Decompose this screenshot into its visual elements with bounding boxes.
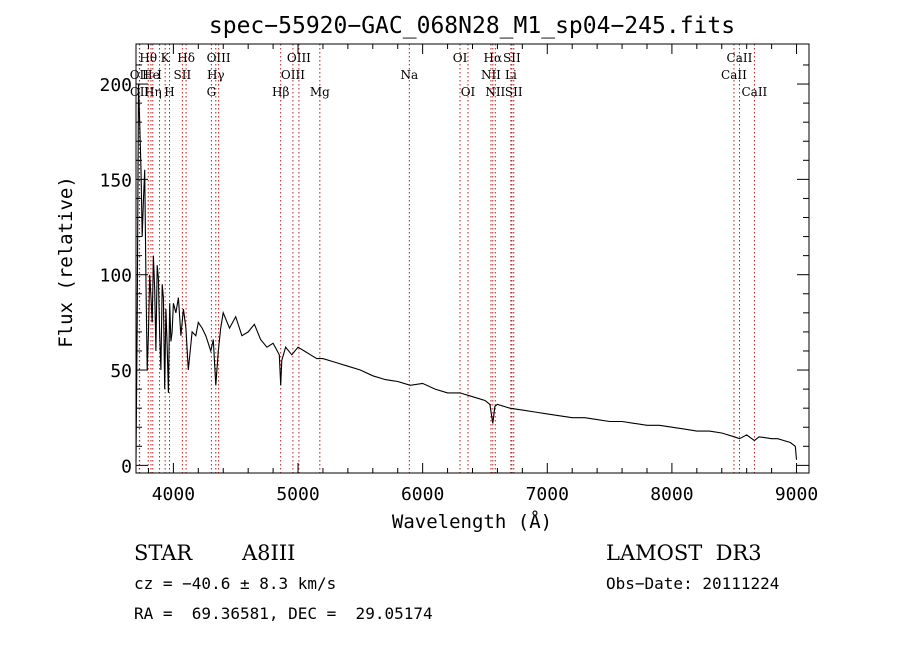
y-tick-label-4: 200	[99, 75, 132, 96]
x-axis-label: Wavelength (Å)	[392, 510, 552, 533]
line-label-9: Hδ	[177, 51, 195, 65]
obs-date: Obs−Date: 20111224	[606, 574, 779, 593]
x-tick-label-2: 6000	[401, 484, 444, 505]
line-label-1: OII	[130, 68, 150, 82]
line-label-2: OII	[130, 85, 150, 99]
line-label-13: OIII	[287, 51, 311, 65]
x-axis-ticks: 4000 5000 6000 7000 8000 9000	[147, 44, 818, 505]
coordinates: RA = 69.36581, DEC = 29.05174	[134, 604, 433, 623]
line-label-0: Hθ	[139, 51, 157, 65]
x-tick-label-4: 8000	[650, 484, 693, 505]
spectral-line-markers	[138, 44, 755, 473]
line-label-23: Li	[505, 68, 517, 82]
line-label-21: SII	[503, 51, 521, 65]
line-label-15: Hβ	[272, 85, 289, 99]
y-axis-ticks: 0 50 100 150 200	[99, 64, 809, 477]
x-tick-label-0: 4000	[152, 484, 195, 505]
line-label-20: Hα	[484, 51, 503, 65]
line-label-14: OIII	[281, 68, 305, 82]
y-tick-label-2: 100	[99, 266, 132, 287]
line-label-17: Na	[400, 68, 418, 82]
object-class: STAR	[134, 541, 193, 565]
line-label-24: NII	[485, 85, 505, 99]
line-label-3: He	[142, 68, 160, 82]
line-label-28: CaII	[741, 85, 767, 99]
line-label-8: I	[157, 68, 162, 82]
line-label-25: SII	[505, 85, 523, 99]
line-label-19: OI	[461, 85, 476, 99]
chart-title: spec−55920−GAC_068N28_M1_sp04−245.fits	[209, 13, 735, 39]
line-label-26: CaII	[727, 51, 753, 65]
line-label-12: G	[207, 85, 217, 99]
line-label-22: NII	[481, 68, 501, 82]
x-tick-label-1: 5000	[276, 484, 319, 505]
y-tick-label-0: 0	[121, 456, 132, 477]
line-label-10: OIII	[207, 51, 231, 65]
line-label-7: H	[164, 85, 174, 99]
object-subclass: A8III	[241, 541, 295, 565]
line-label-18: OI	[453, 51, 468, 65]
line-label-11: Hγ	[207, 68, 225, 82]
line-label-6: SII	[174, 68, 192, 82]
plot-frame	[135, 43, 810, 474]
y-axis-label: Flux (relative)	[55, 176, 77, 348]
line-label-27: CaII	[721, 68, 747, 82]
redshift-value: cz = −40.6 ± 8.3 km/s	[134, 574, 336, 593]
flux-series-line	[135, 83, 798, 462]
x-tick-label-3: 7000	[526, 484, 569, 505]
x-tick-label-5: 9000	[775, 484, 818, 505]
plot-area	[135, 83, 798, 462]
y-tick-label-1: 50	[110, 361, 132, 382]
line-label-5: K	[161, 51, 171, 65]
survey-name: LAMOST DR3	[606, 541, 762, 565]
line-label-16: Mg	[310, 85, 330, 99]
line-label-4: Hη	[144, 85, 162, 99]
y-tick-label-3: 150	[99, 170, 132, 191]
